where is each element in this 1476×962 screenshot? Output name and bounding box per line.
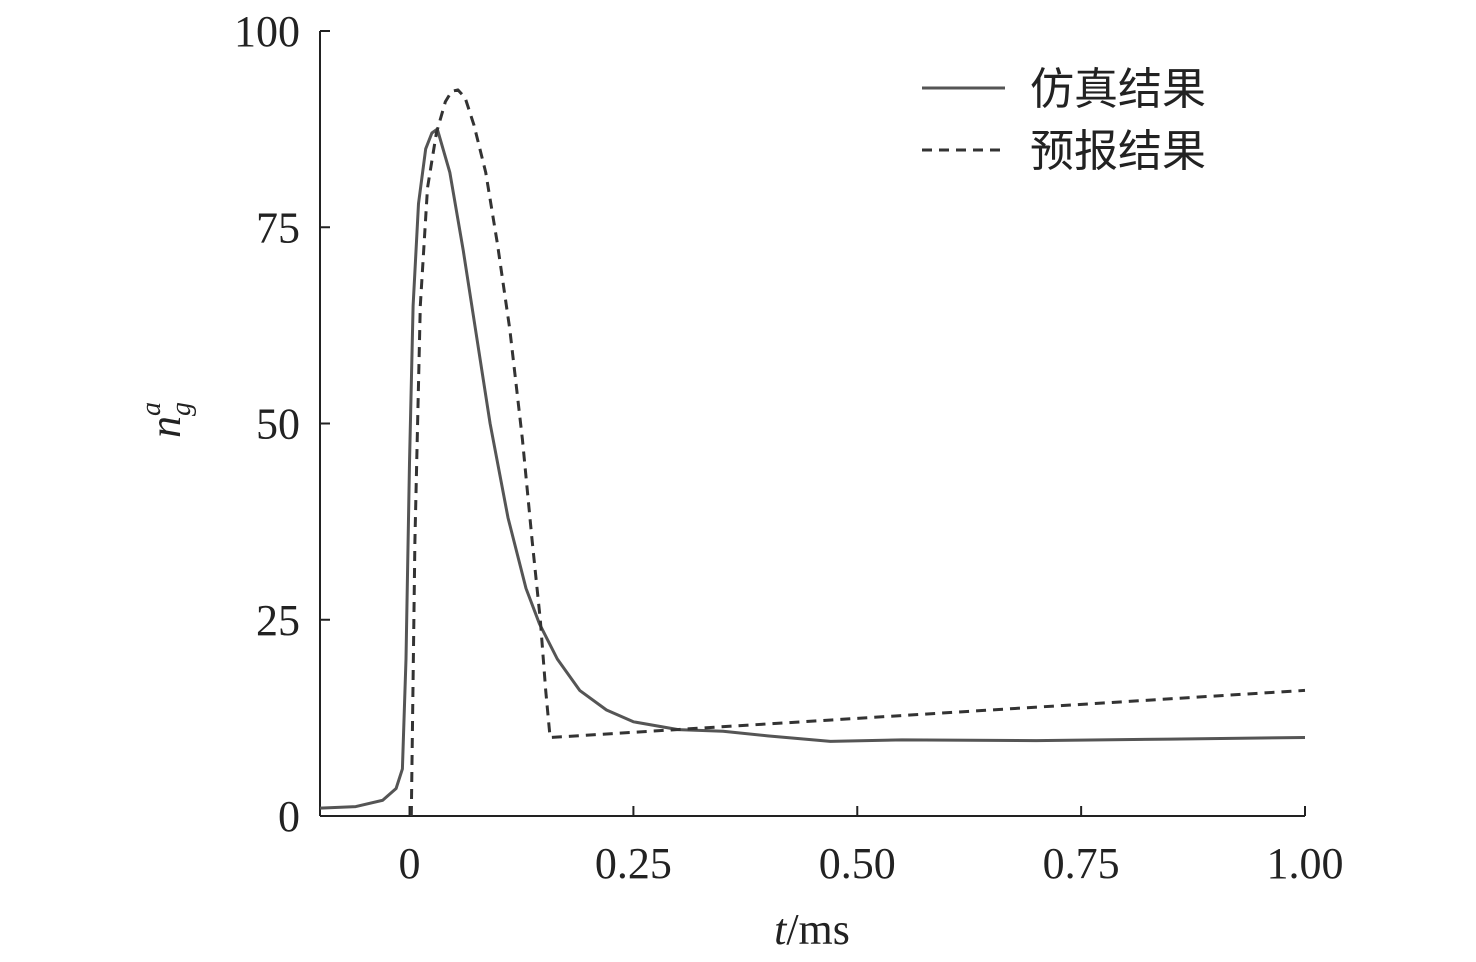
series-line-2	[409, 88, 1306, 817]
legend-label: 仿真结果	[1030, 64, 1206, 115]
y-tick-label: 0	[278, 792, 300, 841]
y-axis-label: nga	[136, 402, 197, 438]
x-tick-label: 0.25	[595, 839, 672, 888]
series-lines	[319, 88, 1306, 817]
x-tick-label: 0.75	[1043, 839, 1120, 888]
legend-label: 预报结果	[1030, 126, 1206, 177]
y-axis-base: n	[141, 416, 190, 438]
y-tick-label: 25	[256, 596, 300, 645]
y-tick-label: 100	[234, 7, 300, 56]
y-tick-label: 50	[256, 400, 300, 449]
svg-text:nga: nga	[136, 402, 197, 438]
series-line-1	[319, 127, 1306, 810]
x-axis-label: t/ms	[774, 905, 850, 954]
x-axis-unit: /ms	[786, 905, 850, 954]
x-tick-label: 0	[399, 839, 421, 888]
x-axis-var: t	[774, 905, 788, 954]
svg-text:t/ms: t/ms	[774, 905, 850, 954]
x-tick-label: 0.50	[819, 839, 896, 888]
y-axis-sup: a	[136, 402, 167, 416]
y-tick-label: 75	[256, 203, 300, 252]
axes: 0 25 50 75 100 0 0.25 0.50 0.75 1.00	[234, 7, 1344, 888]
x-tick-label: 1.00	[1267, 839, 1344, 888]
y-axis-sub: g	[166, 402, 197, 416]
